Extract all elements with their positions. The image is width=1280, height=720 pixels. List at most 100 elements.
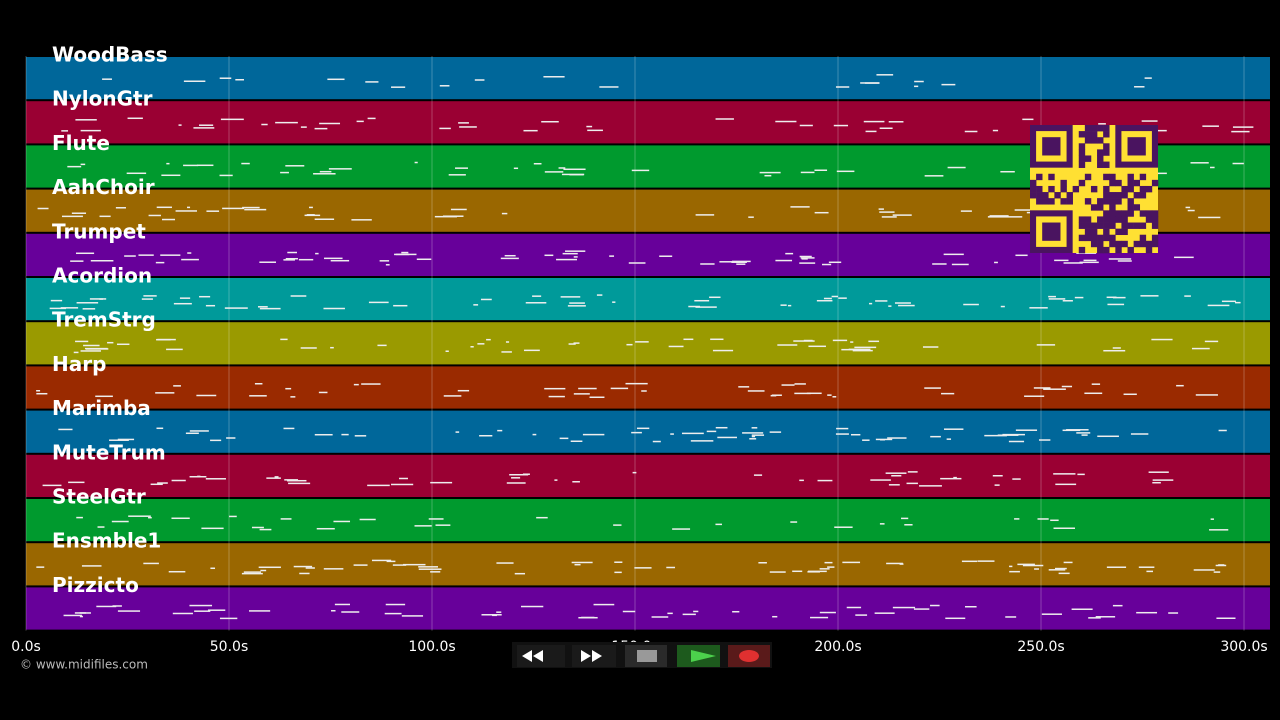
note xyxy=(626,343,633,346)
note xyxy=(1095,616,1116,618)
note xyxy=(1112,296,1126,299)
note xyxy=(870,479,891,481)
note xyxy=(1048,569,1066,571)
note xyxy=(625,382,648,385)
note xyxy=(1009,216,1023,218)
note xyxy=(128,515,151,517)
note xyxy=(37,207,49,210)
note xyxy=(899,563,904,565)
note xyxy=(819,568,830,570)
note xyxy=(509,473,529,476)
note xyxy=(781,384,795,386)
note xyxy=(418,568,442,570)
stop-icon xyxy=(637,650,657,662)
note xyxy=(865,130,877,133)
qr-finder xyxy=(1115,125,1159,168)
note xyxy=(261,123,268,126)
note xyxy=(753,474,763,476)
qr-cell xyxy=(1048,173,1055,181)
note xyxy=(881,216,897,218)
note xyxy=(414,161,418,164)
note xyxy=(486,338,491,341)
note xyxy=(1152,479,1174,481)
note xyxy=(573,342,580,344)
qr-finder xyxy=(1042,222,1061,241)
qr-cell xyxy=(1036,185,1043,193)
note xyxy=(377,344,387,347)
note xyxy=(1000,170,1015,173)
note xyxy=(560,296,581,298)
note xyxy=(418,566,438,568)
note xyxy=(1117,260,1132,262)
note xyxy=(1053,527,1076,529)
qr-cell xyxy=(1103,125,1110,132)
qr-cell xyxy=(1084,228,1092,236)
note xyxy=(543,76,565,78)
note xyxy=(430,481,453,484)
qr-cell xyxy=(1109,210,1116,217)
note xyxy=(1107,303,1125,306)
qr-code xyxy=(1029,125,1159,254)
qr-cell xyxy=(1097,155,1104,162)
note xyxy=(392,564,407,566)
note xyxy=(155,261,165,264)
note xyxy=(1195,394,1218,396)
note xyxy=(693,610,699,613)
note xyxy=(501,212,508,215)
rewind-button[interactable] xyxy=(517,645,565,667)
note xyxy=(544,171,564,173)
x-tick-label: 200.0s xyxy=(814,639,861,655)
note xyxy=(700,263,715,265)
note xyxy=(70,260,84,262)
track-band xyxy=(26,587,1270,630)
note xyxy=(283,427,295,430)
note xyxy=(536,516,548,519)
note xyxy=(878,208,884,210)
forward-button[interactable] xyxy=(572,645,616,667)
x-tick-label: 300.0s xyxy=(1220,639,1267,655)
transport-controls xyxy=(512,642,772,668)
stop-button[interactable] xyxy=(625,645,667,667)
note xyxy=(173,302,192,305)
note xyxy=(334,603,350,606)
note xyxy=(341,611,360,613)
qr-cell xyxy=(1145,246,1153,254)
play-button[interactable] xyxy=(677,645,720,667)
note xyxy=(1033,387,1051,389)
note xyxy=(888,305,892,307)
qr-cell xyxy=(1103,222,1110,229)
note xyxy=(124,255,136,257)
note xyxy=(162,218,176,221)
note xyxy=(913,608,930,610)
note xyxy=(450,208,467,211)
note xyxy=(810,616,829,619)
note xyxy=(819,611,836,614)
note xyxy=(681,432,704,435)
note xyxy=(573,256,578,258)
qr-cell xyxy=(1103,246,1110,254)
qr-cell xyxy=(1078,149,1086,156)
note xyxy=(205,478,226,480)
note xyxy=(283,259,295,261)
note xyxy=(199,124,214,126)
note xyxy=(361,383,381,385)
note xyxy=(715,118,734,120)
note xyxy=(49,307,67,310)
note xyxy=(1185,206,1191,209)
play-icon xyxy=(691,650,716,662)
record-button[interactable] xyxy=(728,645,770,667)
qr-cell xyxy=(1097,125,1104,132)
note xyxy=(790,206,810,208)
qr-cell xyxy=(1066,198,1073,205)
note xyxy=(541,120,559,123)
qr-cell xyxy=(1127,210,1134,217)
note xyxy=(780,304,787,306)
note xyxy=(127,117,143,120)
note xyxy=(1235,301,1241,304)
note xyxy=(315,252,319,255)
note xyxy=(1136,611,1158,614)
note xyxy=(477,343,485,345)
note xyxy=(241,162,250,165)
note xyxy=(1008,440,1025,443)
note xyxy=(764,174,772,177)
